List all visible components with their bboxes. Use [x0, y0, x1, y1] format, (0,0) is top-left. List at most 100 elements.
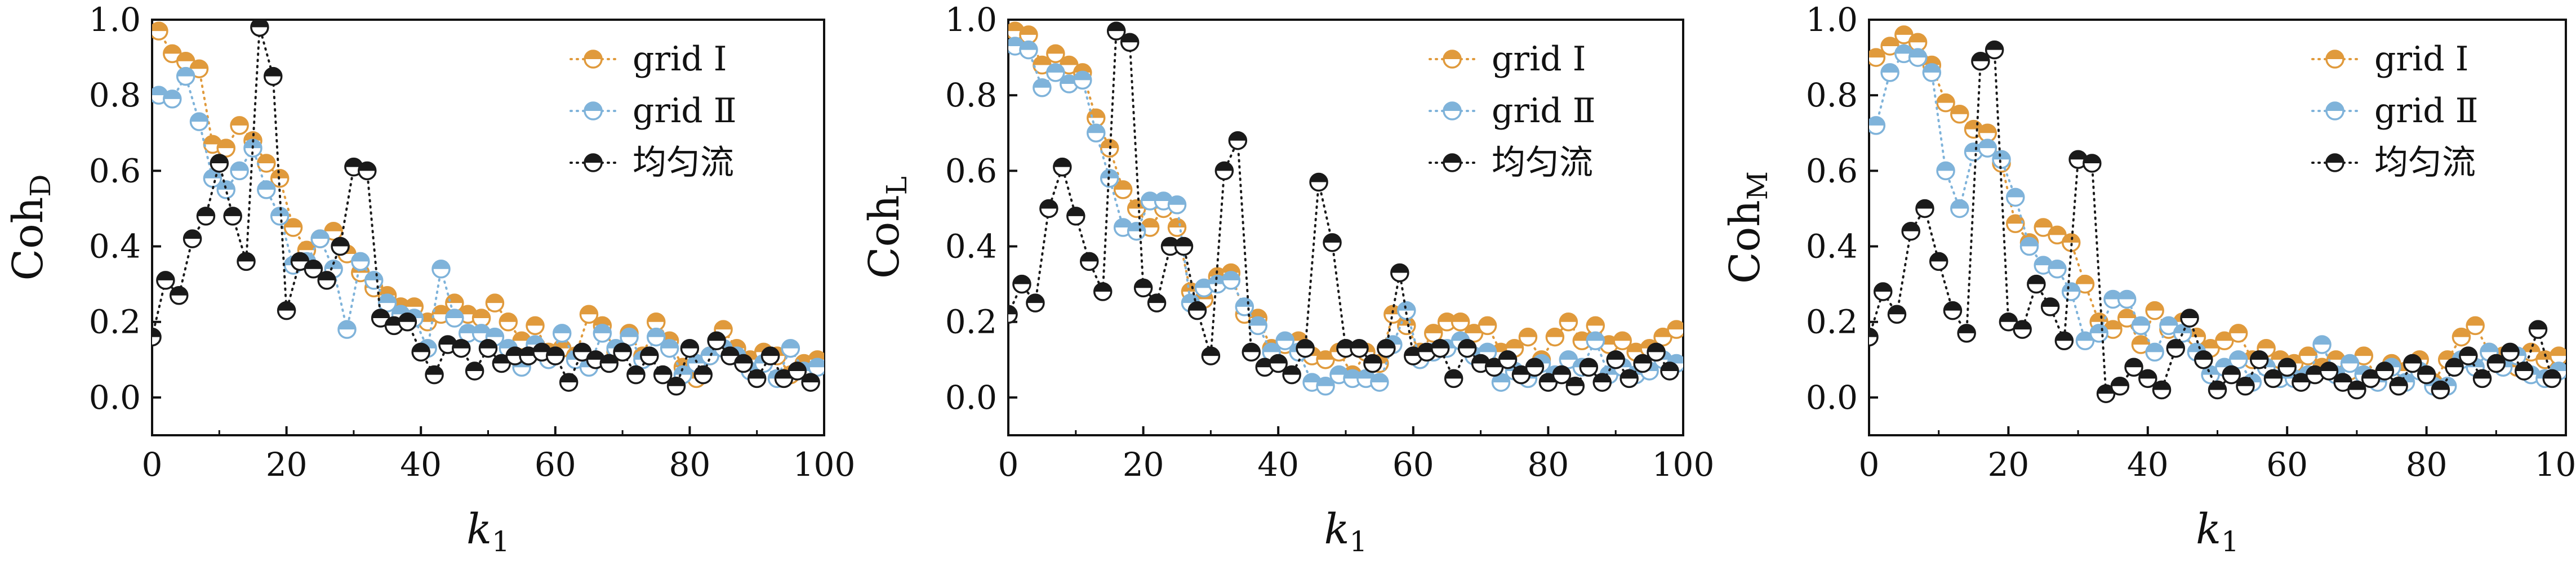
data-point-uniform-flow	[559, 373, 579, 392]
data-point-uniform-flow	[2166, 338, 2186, 358]
data-point-fill	[372, 310, 389, 319]
data-point-fill	[2376, 362, 2393, 371]
data-point-grid-1	[499, 312, 518, 332]
data-point-uniform-flow	[1471, 354, 1491, 373]
data-point-fill	[426, 366, 443, 375]
data-point-fill	[661, 340, 678, 349]
data-point-fill	[2083, 154, 2101, 163]
data-point-grid-1	[2549, 346, 2566, 365]
data-point-fill	[2418, 366, 2435, 375]
plot-area	[1008, 21, 1683, 396]
data-point-fill	[1587, 332, 1604, 341]
x-axis-label-sub: 1	[492, 525, 510, 558]
x-axis-label: k1	[1324, 505, 1368, 558]
data-point-fill	[1923, 64, 1941, 73]
data-point-fill	[2195, 351, 2212, 360]
data-point-fill	[305, 260, 322, 269]
data-point-fill	[211, 154, 228, 163]
y-axis-label-main: Coh	[1721, 200, 1769, 284]
data-point-grid-1	[2006, 214, 2025, 234]
data-point-uniform-flow	[801, 373, 820, 392]
data-point-fill	[1881, 37, 1899, 46]
plot-area	[1869, 25, 2566, 403]
data-point-fill	[1519, 328, 1537, 337]
legend-item-grid-2: grid Ⅱ	[1429, 91, 1596, 131]
data-point-uniform-flow	[640, 346, 659, 365]
data-point-fill	[2271, 351, 2289, 360]
data-point-grid-1	[1572, 331, 1592, 351]
data-point-grid-2	[1880, 63, 1899, 82]
data-point-grid-2	[1950, 199, 1969, 218]
data-point-fill	[1337, 340, 1354, 349]
data-point-uniform-flow	[1201, 346, 1221, 365]
data-point-uniform-flow	[1309, 172, 1328, 192]
data-point-fill	[1155, 193, 1172, 202]
data-point-fill	[238, 253, 255, 262]
series-uniform-flow	[1869, 40, 2562, 403]
data-point-fill	[2432, 381, 2449, 390]
data-point-fill	[271, 169, 288, 178]
data-point-uniform-flow	[2040, 297, 2060, 316]
data-point-fill	[217, 140, 235, 149]
data-point-fill	[184, 230, 201, 239]
data-point-grid-1	[1613, 331, 1632, 351]
data-point-grid-2	[2228, 350, 2248, 369]
data-point-fill	[2550, 363, 2566, 371]
data-point-fill	[2522, 343, 2540, 352]
data-point-fill	[251, 20, 268, 28]
data-point-fill	[721, 347, 738, 356]
data-point-fill	[1101, 169, 1118, 178]
data-point-fill	[244, 132, 261, 141]
y-tick-label: 0.2	[89, 303, 141, 341]
data-point-grid-2	[310, 229, 330, 248]
data-point-fill	[190, 60, 208, 69]
data-point-fill	[298, 242, 315, 251]
data-point-fill	[1614, 332, 1631, 341]
data-point-fill	[1916, 200, 1933, 209]
data-point-uniform-flow	[411, 342, 430, 362]
data-point-grid-2	[1978, 139, 1997, 158]
data-point-uniform-flow	[1039, 199, 1058, 218]
data-point-uniform-flow	[2347, 380, 2366, 400]
data-point-uniform-flow	[1296, 338, 1315, 358]
data-point-fill	[231, 162, 248, 171]
x-tick-label: 60	[535, 445, 576, 484]
y-axis-label: CohL	[860, 176, 913, 279]
data-point-fill	[1993, 151, 2010, 160]
data-point-fill	[2021, 238, 2038, 247]
data-point-fill	[2236, 377, 2254, 386]
y-tick-label: 0.0	[1806, 378, 1858, 417]
data-point-fill	[594, 317, 611, 326]
data-point-uniform-flow	[2180, 309, 2199, 328]
data-point-uniform-flow	[680, 338, 700, 358]
data-point-fill	[553, 324, 571, 333]
data-point-fill	[1874, 283, 1892, 292]
data-point-fill	[1377, 340, 1395, 349]
data-point-fill	[1869, 328, 1878, 337]
data-point-grid-1	[1437, 312, 1457, 332]
data-point-fill	[358, 162, 376, 171]
legend-label: grid Ⅱ	[2374, 91, 2479, 131]
data-point-uniform-flow	[156, 271, 175, 290]
data-point-fill	[352, 253, 369, 262]
data-point-grid-2	[1922, 63, 1942, 82]
x-tick-label: 20	[266, 445, 308, 484]
panel-coh-l: 0 20 40 60 80 1000.00.20.40.60.81.0CohLk1grid…	[860, 1, 1714, 558]
data-point-grid-2	[337, 320, 357, 339]
data-point-grid-2	[2131, 316, 2151, 336]
data-point-fill	[2362, 370, 2379, 379]
data-point-uniform-flow	[1133, 278, 1153, 298]
data-point-uniform-flow	[2486, 354, 2506, 373]
data-point-uniform-flow	[304, 260, 323, 279]
data-point-grid-2	[377, 293, 397, 312]
data-point-uniform-flow	[1147, 293, 1167, 312]
legend-label: grid Ⅱ	[633, 91, 737, 131]
x-axis-label-sub: 1	[1350, 525, 1368, 558]
data-point-grid-2	[1248, 316, 1268, 336]
data-point-fill	[647, 313, 665, 322]
data-point-fill	[1458, 340, 1476, 349]
data-point-uniform-flow	[2208, 380, 2227, 400]
series-line-uniform-flow	[1869, 47, 2553, 396]
data-point-uniform-flow	[1106, 21, 1126, 41]
data-point-fill	[1053, 158, 1071, 167]
